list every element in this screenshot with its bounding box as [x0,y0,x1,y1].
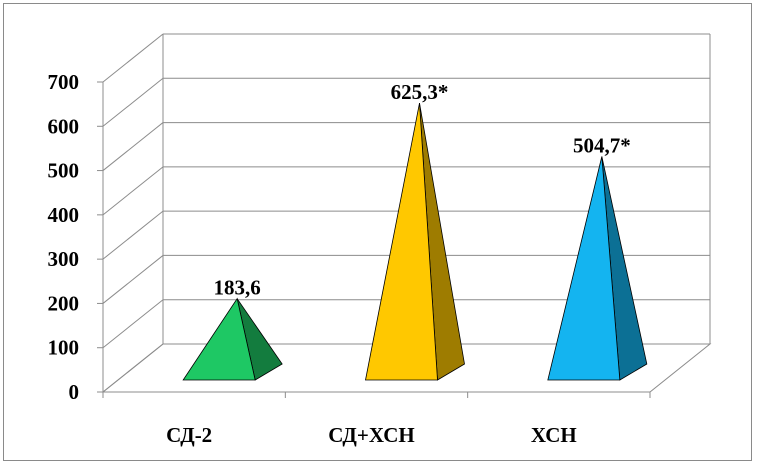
x-category-label: СД-2 [166,423,212,447]
gridline-diagonal [102,255,164,304]
chart-frame [3,3,752,461]
gridline-diagonal [102,166,164,216]
pyramid-bar [547,156,621,381]
x-category-label: СД+ХСН [328,423,414,447]
gridline-diagonal [102,210,164,260]
y-tick-label: 100 [48,336,80,360]
y-tick-label: 600 [48,114,80,138]
y-tick-label: 700 [48,70,80,94]
gridline-diagonal [102,77,164,127]
y-tick-label: 0 [69,380,80,404]
pyramid-bar [365,103,438,381]
y-tick-label: 500 [48,159,80,183]
x-category-label: ХСН [531,423,577,447]
gridline-diagonal [102,299,164,349]
y-tick-label: 400 [48,203,80,227]
data-label: 625,3* [391,80,449,104]
gridline-diagonal [102,33,164,83]
data-label: 183,6 [214,276,261,300]
y-tick-label: 300 [48,247,80,271]
gridline-diagonal [102,122,164,171]
y-tick-label: 200 [48,291,80,315]
data-label: 504,7* [573,133,631,157]
pyramid-bar [182,297,256,381]
